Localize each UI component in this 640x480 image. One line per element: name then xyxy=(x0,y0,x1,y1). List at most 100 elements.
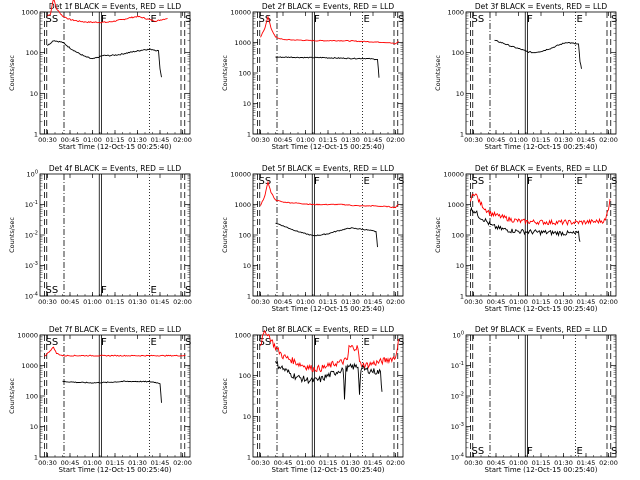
y-tick-label: 100 xyxy=(239,232,251,240)
panel-6: Det 6f BLACK = Events, RED = LLD SS F E S 00:… xyxy=(434,164,618,313)
y-tick-label: 10 xyxy=(243,262,251,270)
panel-8: Det 8f BLACK = Events, RED = LLD SS F E S 00:… xyxy=(221,325,405,474)
marker-label: S xyxy=(398,176,404,187)
marker-label: E xyxy=(151,337,157,348)
marker-label: S xyxy=(398,14,404,25)
y-tick-exponent: -3 xyxy=(33,261,38,267)
y-axis-label: Counts/sec xyxy=(8,55,16,91)
y-tick-exponent: -4 xyxy=(459,453,464,459)
y-axis-label: Counts/sec xyxy=(8,217,16,253)
x-tick-label: 00:45 xyxy=(274,298,293,306)
y-tick-label: 1 xyxy=(460,293,464,301)
x-tick-label: 00:45 xyxy=(61,459,80,467)
marker-label: F xyxy=(101,337,107,348)
x-tick-label: 01:00 xyxy=(509,136,528,144)
x-tick-label: 01:30 xyxy=(128,459,147,467)
panel-9: Det 9f BLACK = Events, RED = LLD SS F E S 00:… xyxy=(451,325,618,474)
marker-label: SS xyxy=(46,285,59,296)
x-tick-label: 00:45 xyxy=(274,459,293,467)
x-tick-label: 00:30 xyxy=(251,459,270,467)
y-tick-label: 10-3 xyxy=(25,261,38,270)
plot-frame xyxy=(252,334,404,458)
y-tick-label: 10-1 xyxy=(25,200,38,209)
x-tick-label: 01:00 xyxy=(509,298,528,306)
y-tick-label: 100 xyxy=(452,49,464,57)
y-tick-label: 10 xyxy=(456,262,464,270)
y-axis-label: Counts/sec xyxy=(221,55,229,91)
x-tick-label: 01:15 xyxy=(319,459,338,467)
series-line-1 xyxy=(47,0,168,24)
x-tick-label: 02:00 xyxy=(173,459,192,467)
marker-label: E xyxy=(577,14,583,25)
x-axis-label: Start Time (12-Oct-15 00:25:40) xyxy=(485,305,598,313)
marker-label: F xyxy=(101,14,107,25)
y-tick-label: 100 xyxy=(27,170,38,179)
x-tick-label: 01:15 xyxy=(106,459,125,467)
x-tick-label: 00:30 xyxy=(38,459,57,467)
x-tick-label: 01:00 xyxy=(296,459,315,467)
x-tick-label: 01:00 xyxy=(296,136,315,144)
series-line-2 xyxy=(275,56,380,78)
marker-label: F xyxy=(101,285,107,296)
y-tick-label: 1000 xyxy=(447,201,464,209)
x-tick-label: 02:00 xyxy=(386,459,405,467)
marker-label: SS xyxy=(472,446,485,457)
marker-label: F xyxy=(527,176,533,187)
plot-frame xyxy=(252,11,404,135)
x-tick-label: 02:00 xyxy=(386,298,405,306)
plot-frame xyxy=(39,11,191,135)
series-line-2 xyxy=(47,40,162,78)
y-tick-label: 10-1 xyxy=(451,361,464,370)
y-tick-label: 100 xyxy=(26,49,38,57)
marker-label: S xyxy=(611,176,617,187)
series-line-2 xyxy=(62,380,162,403)
x-tick-label: 01:30 xyxy=(128,136,147,144)
x-tick-label: 02:00 xyxy=(599,136,618,144)
y-tick-exponent: 0 xyxy=(461,331,464,337)
x-tick-label: 01:30 xyxy=(554,136,573,144)
y-axis-label: Counts/sec xyxy=(434,55,442,91)
x-tick-label: 02:00 xyxy=(173,298,192,306)
series-line-1 xyxy=(44,346,186,357)
x-tick-label: 00:45 xyxy=(61,298,80,306)
x-tick-label: 01:15 xyxy=(106,298,125,306)
y-tick-label: 100 xyxy=(239,70,251,78)
x-tick-label: 02:00 xyxy=(386,136,405,144)
x-axis-label: Start Time (12-Oct-15 00:25:40) xyxy=(59,143,172,151)
y-tick-label: 10000 xyxy=(230,9,251,17)
x-tick-label: 01:45 xyxy=(577,459,596,467)
marker-label: S xyxy=(185,285,191,296)
x-tick-label: 01:15 xyxy=(532,298,551,306)
y-tick-label: 10 xyxy=(30,423,38,431)
x-tick-label: 01:00 xyxy=(296,298,315,306)
panel-title: Det 4f BLACK = Events, RED = LLD xyxy=(49,164,182,173)
y-tick-label: 100 xyxy=(26,393,38,401)
x-tick-label: 00:45 xyxy=(487,459,506,467)
marker-label: SS xyxy=(259,14,272,25)
panel-7: Det 7f BLACK = Events, RED = LLD SS F E S 00:… xyxy=(8,325,192,474)
marker-label: E xyxy=(364,14,370,25)
panel-title: Det 6f BLACK = Events, RED = LLD xyxy=(475,164,608,173)
panel-title: Det 2f BLACK = Events, RED = LLD xyxy=(262,2,395,11)
series-line-2 xyxy=(275,360,383,400)
series-line-2 xyxy=(275,222,378,248)
marker-label: SS xyxy=(472,176,485,187)
marker-label: F xyxy=(527,14,533,25)
plot-frame xyxy=(39,173,191,297)
marker-label: SS xyxy=(259,176,272,187)
y-tick-label: 100 xyxy=(453,331,464,340)
x-tick-label: 01:15 xyxy=(319,136,338,144)
x-tick-label: 00:45 xyxy=(487,136,506,144)
panel-1: Det 1f BLACK = Events, RED = LLD SS F E S 00:… xyxy=(8,0,192,151)
y-axis-label: Counts/sec xyxy=(221,378,229,414)
x-tick-label: 01:45 xyxy=(577,136,596,144)
y-tick-label: 10-4 xyxy=(25,292,38,301)
x-tick-label: 00:30 xyxy=(38,298,57,306)
x-tick-label: 01:15 xyxy=(532,136,551,144)
y-tick-label: 10 xyxy=(30,90,38,98)
y-tick-label: 10-4 xyxy=(451,453,464,462)
marker-label: F xyxy=(314,337,320,348)
x-tick-label: 00:30 xyxy=(464,136,483,144)
x-axis-label: Start Time (12-Oct-15 00:25:40) xyxy=(272,143,385,151)
x-tick-label: 00:45 xyxy=(487,298,506,306)
